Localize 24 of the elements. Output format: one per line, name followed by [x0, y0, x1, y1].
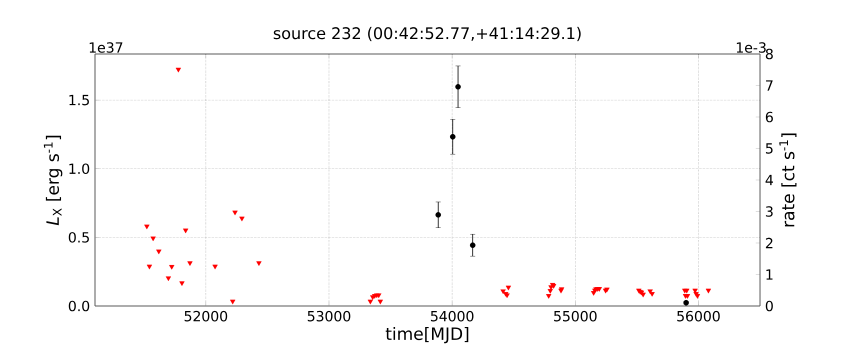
- y-tick-label: 0.0: [68, 300, 90, 312]
- y2-tick-label: 8: [766, 48, 773, 60]
- y2-tick-label: 7: [766, 80, 773, 91]
- y2-tick-label: 6: [766, 112, 773, 122]
- y2-tick-label: 1: [766, 269, 772, 280]
- x-tick-label: 56000: [677, 310, 720, 322]
- y2-tick-label: 3: [766, 206, 773, 217]
- text: 1e-3: [736, 42, 766, 53]
- y2-tick-label: 4: [766, 174, 774, 186]
- y2-tick-label: 5: [766, 143, 773, 154]
- x-tick-label: 55000: [554, 310, 597, 322]
- y2-tick-label: 2: [766, 238, 772, 248]
- y2-tick-label: 0: [766, 300, 773, 312]
- x-axis-title: time[MJD]: [386, 326, 468, 344]
- text: 1e37: [90, 42, 122, 53]
- x-tick-label: 52000: [184, 310, 228, 322]
- chart-title: source 232 (00:42:52.77,+41:14:29.1): [274, 26, 581, 42]
- y-tick-label: 1.5: [69, 94, 89, 106]
- x-tick-label: 54000: [430, 310, 474, 322]
- y-axis-title: L$_{X}$ [erg s$^{-1}$]: [44, 136, 62, 226]
- x-tick-label: 53000: [308, 310, 350, 322]
- y-tick-label: 1.0: [69, 163, 90, 174]
- y2-axis-title: rate [ct s$^{-1}$]: [779, 134, 796, 226]
- y-tick-label: 0.5: [68, 232, 89, 243]
